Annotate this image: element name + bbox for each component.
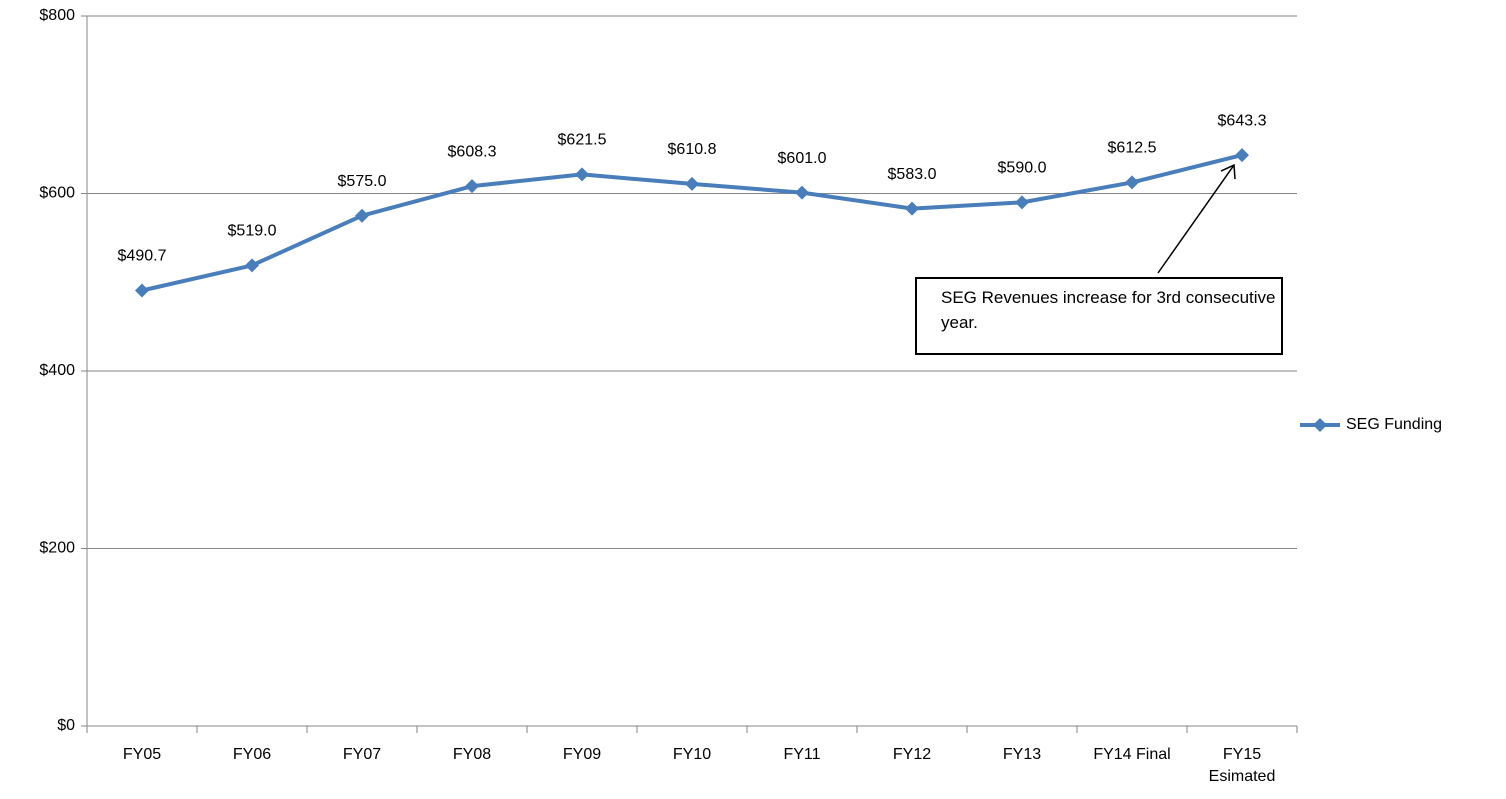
marker	[135, 283, 149, 298]
y-tick-label: $400	[39, 362, 75, 379]
marker	[1125, 175, 1139, 190]
data-label: $621.5	[558, 132, 607, 149]
data-label: $612.5	[1108, 140, 1157, 157]
y-tick-label: $800	[39, 7, 75, 24]
y-tick-label: $600	[39, 185, 75, 202]
x-tick-label: FY10	[672, 746, 712, 763]
y-tick-label: $200	[39, 540, 75, 557]
x-tick-label: FY15 Esimated	[1208, 746, 1276, 785]
marker	[685, 176, 699, 191]
annotation: SEG Revenues increase for 3rd consecutiv…	[915, 277, 1283, 355]
legend-label: SEG Funding	[1346, 416, 1442, 433]
x-tick-label: FY14 Final	[1093, 746, 1171, 763]
x-tick-label: FY11	[783, 746, 821, 763]
data-label: $590.0	[998, 160, 1047, 177]
x-tick-label: FY07	[342, 746, 382, 763]
x-tick-label: FY13	[1002, 746, 1042, 763]
legend-marker	[1313, 418, 1327, 432]
data-label: $601.0	[778, 150, 827, 167]
annotation-arrow	[1157, 164, 1235, 274]
line	[141, 153, 1243, 293]
data-label: $519.0	[228, 223, 277, 240]
x-tick-label: FY12	[892, 746, 932, 763]
x-tick-label: FY09	[562, 746, 602, 763]
data-label: $583.0	[888, 166, 937, 183]
x-tick-label: FY08	[452, 746, 492, 763]
marker	[795, 185, 809, 200]
marker	[1015, 195, 1029, 210]
marker	[355, 208, 369, 223]
data-label: $610.8	[668, 141, 717, 158]
x-tick-label: FY06	[232, 746, 272, 763]
data-label: $643.3	[1218, 112, 1267, 129]
y-tick-label: $0	[57, 717, 75, 734]
marker	[465, 179, 479, 194]
marker	[575, 167, 589, 182]
marker	[1235, 148, 1249, 163]
annotation-arrowhead	[1220, 163, 1236, 180]
data-label: $490.7	[118, 248, 167, 265]
data-label: $608.3	[448, 143, 497, 160]
marker	[245, 258, 259, 273]
x-tick-label: FY05	[122, 746, 162, 763]
marker	[905, 201, 919, 216]
data-label: $575.0	[338, 173, 387, 190]
